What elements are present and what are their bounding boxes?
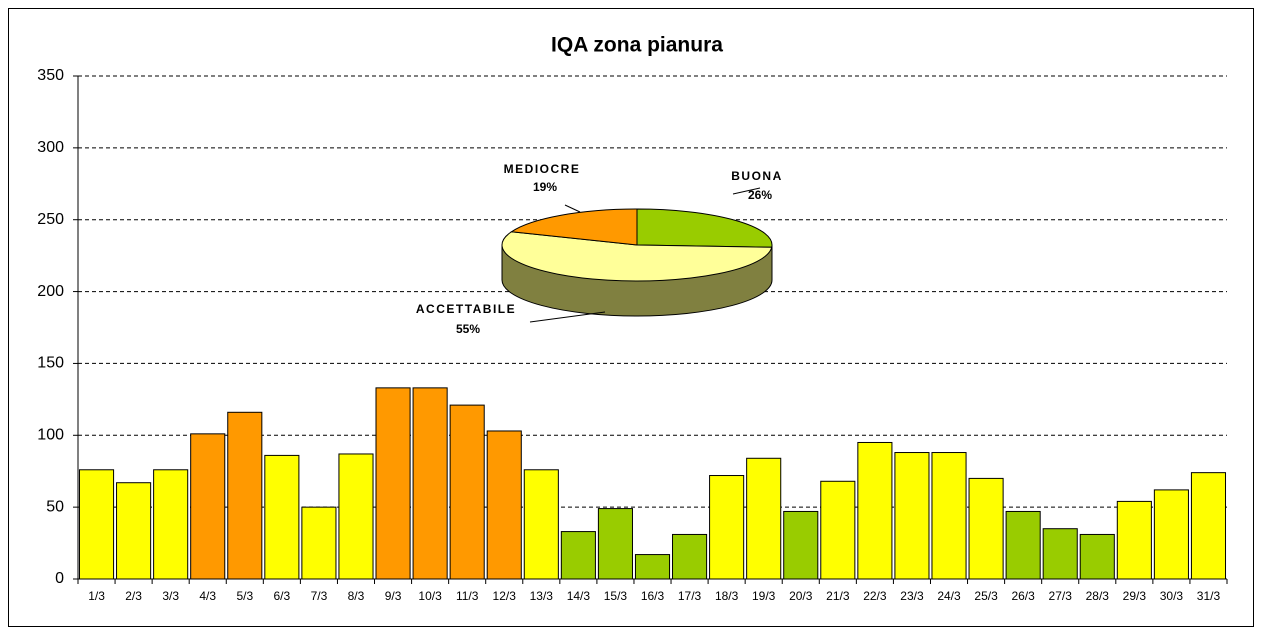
x-tick-label: 25/3 — [974, 589, 998, 603]
pie-value-label: 55% — [456, 322, 480, 336]
bar — [1042, 528, 1078, 580]
x-tick-label: 6/3 — [274, 589, 291, 603]
bar — [412, 387, 448, 580]
bar — [857, 441, 893, 580]
bar — [338, 453, 374, 580]
bar — [597, 508, 633, 580]
x-tick-label: 15/3 — [604, 589, 628, 603]
x-tick-label: 18/3 — [715, 589, 739, 603]
x-tick-label: 24/3 — [937, 589, 961, 603]
pie-slice — [636, 208, 773, 248]
pie-label: BUONA — [731, 169, 783, 183]
bar — [78, 469, 115, 580]
x-tick-label: 30/3 — [1160, 589, 1184, 603]
x-tick-label: 11/3 — [456, 589, 479, 603]
x-tick-label: 21/3 — [826, 589, 850, 603]
leader-line — [564, 204, 581, 213]
bar — [560, 531, 596, 580]
bar — [1079, 533, 1115, 580]
y-tick-label: 300 — [37, 139, 64, 156]
bar — [1190, 472, 1227, 580]
leader-line — [529, 311, 606, 323]
y-tick-label: 50 — [46, 498, 64, 515]
pie-value-label: 19% — [533, 180, 557, 194]
bar — [1116, 500, 1152, 580]
bar — [783, 510, 819, 580]
bar — [264, 454, 300, 580]
y-tick-label: 150 — [37, 355, 64, 372]
bar — [709, 475, 745, 580]
x-tick-label: 26/3 — [1011, 589, 1035, 603]
x-tick-label: 2/3 — [125, 589, 142, 603]
y-tick-label: 0 — [55, 570, 64, 587]
y-tick-label: 200 — [37, 283, 64, 300]
x-tick-label: 23/3 — [900, 589, 924, 603]
bar — [968, 477, 1004, 580]
bar — [931, 452, 967, 580]
bar — [746, 457, 782, 580]
x-tick-label: 8/3 — [348, 589, 365, 603]
x-tick-label: 7/3 — [311, 589, 328, 603]
pie-label: MEDIOCRE — [504, 162, 581, 176]
x-tick-label: 27/3 — [1049, 589, 1073, 603]
bar — [486, 430, 522, 580]
bar — [634, 554, 671, 580]
x-tick-label: 4/3 — [199, 589, 216, 603]
pie-label: ACCETTABILE — [416, 302, 516, 316]
x-tick-label: 3/3 — [162, 589, 179, 603]
x-tick-label: 19/3 — [752, 589, 776, 603]
x-tick-label: 29/3 — [1123, 589, 1147, 603]
y-tick-label: 350 — [37, 67, 64, 84]
bar — [1153, 489, 1189, 580]
x-tick-label: 13/3 — [530, 589, 554, 603]
x-tick-label: 28/3 — [1086, 589, 1110, 603]
pie-slice — [501, 231, 773, 282]
bar — [116, 482, 152, 580]
bar — [190, 433, 226, 580]
bar — [894, 452, 930, 580]
x-tick-label: 10/3 — [418, 589, 442, 603]
y-tick-label: 250 — [37, 211, 64, 228]
x-tick-label: 22/3 — [863, 589, 887, 603]
bar — [1005, 510, 1041, 580]
bar — [449, 404, 485, 580]
chart-title: IQA zona pianura — [551, 34, 723, 57]
x-tick-label: 31/3 — [1197, 589, 1221, 603]
x-tick-label: 14/3 — [567, 589, 591, 603]
x-tick-label: 12/3 — [493, 589, 517, 603]
y-tick-label: 100 — [37, 427, 64, 444]
leader-line — [732, 187, 761, 195]
x-tick-label: 17/3 — [678, 589, 702, 603]
x-tick-label: 5/3 — [236, 589, 253, 603]
x-tick-label: 9/3 — [385, 589, 402, 603]
bar — [301, 506, 337, 580]
bar — [227, 411, 263, 580]
x-tick-label: 16/3 — [641, 589, 665, 603]
x-tick-label: 20/3 — [789, 589, 813, 603]
bar — [153, 469, 189, 580]
bar — [375, 387, 411, 580]
bar — [672, 533, 708, 580]
pie-slice — [510, 208, 638, 246]
bar — [820, 480, 856, 580]
x-tick-label: 1/3 — [88, 589, 105, 603]
bar — [523, 469, 559, 580]
pie-value-label: 26% — [748, 188, 772, 202]
